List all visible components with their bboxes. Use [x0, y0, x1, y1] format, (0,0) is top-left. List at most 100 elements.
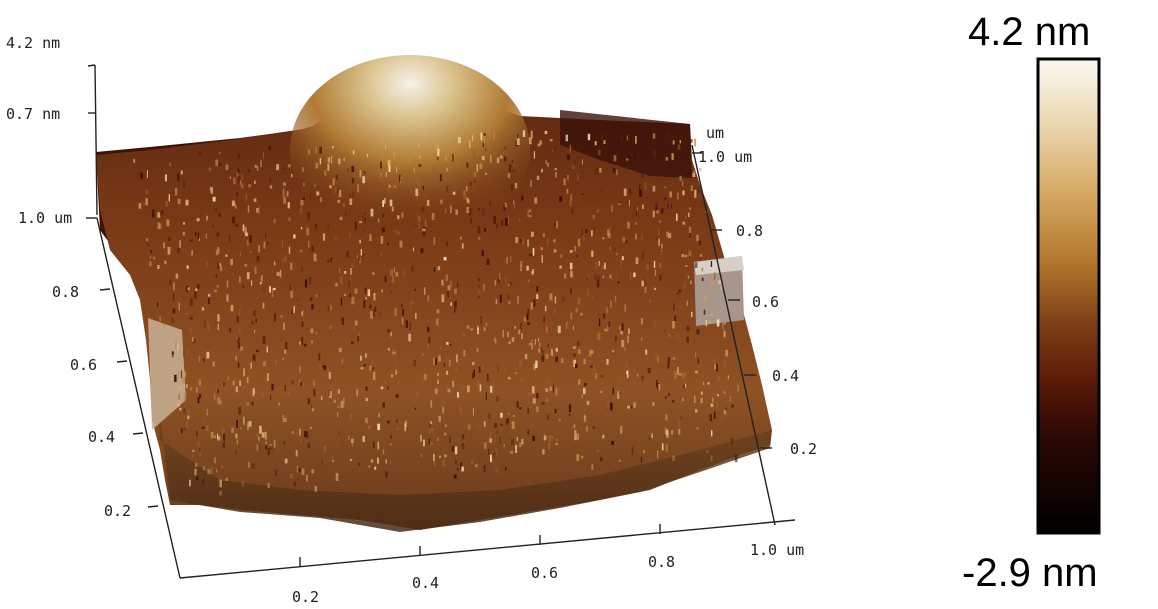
- surface-speckle: [454, 446, 458, 455]
- surface-speckle: [246, 402, 249, 406]
- surface-speckle: [608, 226, 611, 231]
- surface-speckle: [229, 327, 232, 333]
- surface-speckle: [490, 154, 492, 163]
- surface-speckle: [408, 158, 411, 162]
- surface-speckle: [321, 460, 323, 466]
- surface-speckle: [543, 435, 547, 441]
- surface-speckle: [219, 151, 221, 155]
- surface-speckle: [633, 153, 636, 161]
- surface-speckle: [619, 459, 621, 462]
- surface-speckle: [549, 386, 552, 392]
- surface-speckle: [499, 273, 501, 280]
- surface-speckle: [349, 276, 352, 281]
- surface-speckle: [443, 362, 446, 368]
- surface-speckle: [256, 432, 259, 439]
- surface-speckle: [529, 342, 531, 346]
- surface-speckle: [258, 436, 260, 441]
- surface-speckle: [665, 157, 669, 161]
- surface-speckle: [611, 440, 614, 445]
- surface-speckle: [225, 254, 228, 257]
- surface-speckle: [450, 302, 452, 306]
- surface-speckle: [181, 428, 183, 434]
- surface-speckle: [594, 274, 597, 281]
- surface-speckle: [444, 454, 447, 458]
- surface-speckle: [624, 304, 626, 312]
- surface-speckle: [628, 199, 630, 207]
- surface-speckle: [655, 354, 658, 360]
- surface-speckle: [666, 444, 668, 452]
- surface-speckle: [619, 376, 622, 383]
- surface-speckle: [351, 166, 355, 173]
- surface-speckle: [569, 144, 571, 153]
- surface-speckle: [477, 327, 479, 335]
- surface-speckle: [225, 164, 229, 171]
- surface-speckle: [666, 132, 669, 138]
- surface-speckle: [177, 248, 180, 254]
- surface-speckle: [320, 396, 323, 400]
- surface-speckle: [648, 436, 650, 440]
- surface-speckle: [265, 431, 267, 440]
- surface-speckle: [469, 140, 471, 148]
- surface-speckle: [251, 321, 254, 325]
- surface-speckle: [283, 440, 286, 445]
- surface-speckle: [430, 400, 433, 408]
- surface-speckle: [413, 222, 415, 226]
- surface-speckle: [545, 160, 547, 164]
- surface-speckle: [586, 289, 590, 297]
- surface-speckle: [288, 217, 291, 221]
- surface-speckle: [421, 206, 425, 213]
- surface-speckle: [385, 172, 387, 177]
- surface-speckle: [562, 296, 565, 302]
- surface-speckle: [185, 312, 187, 316]
- surface-speckle: [359, 220, 362, 224]
- surface-speckle: [190, 387, 193, 391]
- surface-speckle: [428, 438, 430, 445]
- surface-speckle: [591, 464, 594, 470]
- surface-speckle: [558, 419, 561, 422]
- surface-speckle: [245, 232, 248, 237]
- surface-speckle: [472, 408, 474, 416]
- surface-speckle: [239, 307, 241, 316]
- surface-speckle: [654, 269, 656, 277]
- surface-speckle: [291, 430, 294, 434]
- surface-speckle: [494, 280, 496, 286]
- surface-speckle: [315, 162, 319, 169]
- surface-speckle: [575, 363, 578, 369]
- surface-speckle: [553, 239, 556, 243]
- surface-speckle: [328, 389, 331, 397]
- surface-speckle: [545, 326, 548, 333]
- surface-speckle: [643, 449, 645, 453]
- surface-speckle: [218, 263, 222, 266]
- surface-speckle: [260, 275, 263, 282]
- surface-speckle: [653, 150, 656, 158]
- surface-speckle: [479, 163, 483, 169]
- surface-speckle: [665, 396, 667, 400]
- surface-speckle: [158, 223, 162, 230]
- surface-speckle: [330, 304, 332, 311]
- surface-speckle: [258, 206, 260, 214]
- surface-speckle: [572, 326, 574, 330]
- surface-speckle: [236, 224, 239, 227]
- surface-speckle: [380, 172, 382, 177]
- surface-speckle: [186, 265, 189, 269]
- surface-speckle: [167, 236, 171, 242]
- surface-speckle: [338, 158, 341, 165]
- surface-speckle: [439, 199, 443, 204]
- surface-speckle: [243, 416, 245, 425]
- left-tick-label-02: 0.2: [104, 502, 131, 520]
- surface-speckle: [337, 405, 340, 408]
- surface-speckle: [493, 438, 495, 444]
- surface-speckle: [598, 261, 600, 266]
- surface-speckle: [717, 394, 719, 397]
- surface-speckle: [701, 267, 704, 272]
- surface-speckle: [354, 222, 357, 230]
- surface-speckle: [714, 364, 717, 370]
- surface-speckle: [184, 393, 186, 401]
- surface-speckle: [700, 256, 702, 259]
- surface-speckle: [232, 380, 235, 386]
- surface-speckle: [667, 392, 671, 397]
- surface-speckle: [519, 442, 522, 448]
- surface-speckle: [574, 435, 577, 441]
- surface-speckle: [185, 349, 188, 354]
